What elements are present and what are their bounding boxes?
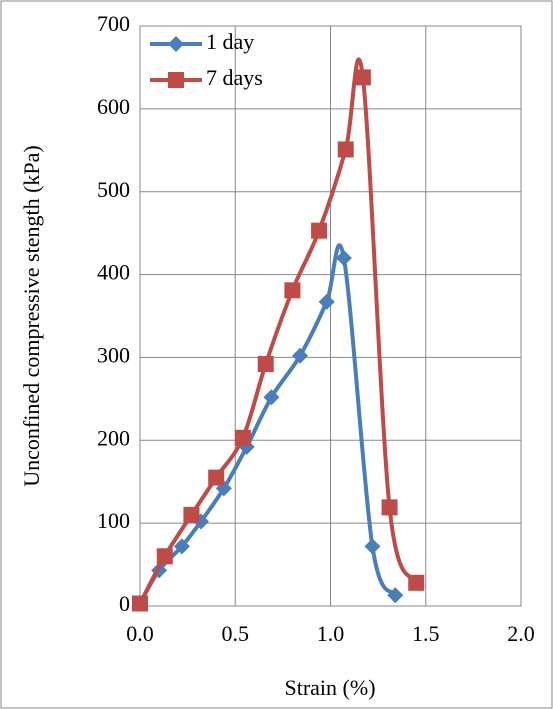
y-tick-label: 400 (97, 260, 130, 285)
y-axis-label: Unconfined compressive stength (kPa) (19, 145, 44, 487)
marker (132, 595, 148, 612)
marker (364, 538, 381, 555)
legend-marker (168, 36, 184, 52)
series-line (138, 57, 419, 605)
marker (335, 250, 352, 266)
x-tick-label: 0.0 (126, 621, 154, 646)
y-tick-label: 100 (97, 508, 130, 533)
legend-label: 7 days (206, 65, 263, 90)
legend-label: 1 day (206, 29, 254, 54)
marker (387, 587, 404, 604)
marker (408, 574, 425, 591)
marker (183, 506, 200, 523)
marker (318, 293, 335, 310)
x-tick-label: 2.0 (507, 621, 535, 646)
legend-marker (168, 72, 184, 88)
marker (234, 429, 251, 446)
marker (354, 69, 371, 86)
y-tick-label: 0 (119, 591, 130, 616)
marker (292, 347, 309, 364)
x-tick-label: 1.5 (412, 621, 440, 646)
marker (257, 356, 274, 373)
marker (284, 282, 301, 299)
y-tick-label: 200 (97, 425, 130, 450)
x-axis-label: Strain (%) (284, 675, 375, 700)
marker (381, 499, 398, 516)
y-tick-label: 600 (97, 94, 130, 119)
x-tick-label: 1.0 (317, 621, 345, 646)
plot-frame (139, 25, 522, 607)
y-tick-label: 300 (97, 342, 130, 367)
marker (208, 469, 225, 486)
marker (156, 548, 173, 565)
x-tick-label: 0.5 (222, 621, 250, 646)
marker (173, 538, 190, 555)
y-tick-label: 500 (97, 177, 130, 202)
marker (311, 222, 328, 239)
marker (263, 389, 280, 406)
y-tick-label: 700 (97, 11, 130, 36)
marker (337, 141, 354, 158)
